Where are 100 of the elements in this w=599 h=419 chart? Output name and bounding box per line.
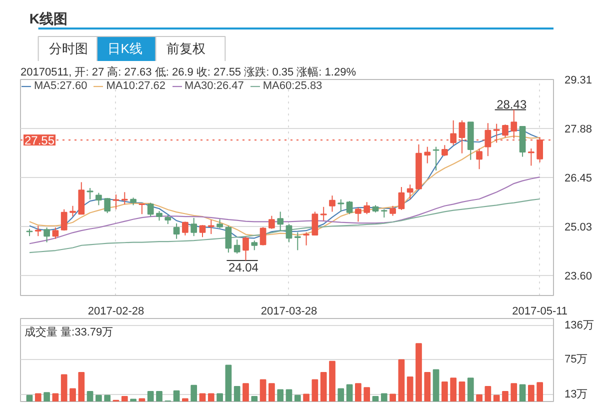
bar <box>242 383 249 402</box>
text: 成交量 量:33.79万 <box>24 326 114 338</box>
candlestick <box>312 211 318 236</box>
candlestick <box>294 232 301 251</box>
bar <box>190 384 198 402</box>
bar <box>251 396 258 402</box>
candlestick <box>225 225 232 254</box>
bar <box>303 394 310 402</box>
candlestick <box>208 219 214 235</box>
legend-label: MA30:26.47 <box>184 80 244 92</box>
bar <box>104 394 111 402</box>
legend-label: MA60:25.83 <box>262 80 322 92</box>
candlestick <box>442 144 448 157</box>
candlestick <box>70 205 76 218</box>
candlestick <box>502 124 508 138</box>
y-tick-label: 13万 <box>564 388 588 400</box>
bar <box>208 393 214 402</box>
candlestick <box>390 205 396 216</box>
candlestick <box>329 195 336 212</box>
candlestick <box>398 186 405 210</box>
bar <box>329 360 336 402</box>
candlestick <box>147 202 154 218</box>
candlestick <box>190 217 198 237</box>
bar <box>458 382 466 402</box>
bar <box>156 390 162 402</box>
ref-line-label: 27.55 <box>24 133 55 148</box>
bar <box>26 394 33 402</box>
bar <box>199 393 206 402</box>
bar <box>355 383 362 402</box>
bar <box>364 387 370 402</box>
candlestick <box>251 240 258 251</box>
chart-subtitle: 20170511, 开: 27 高: 27.63 低: 26.9 收: 27.55 涨跌: 0.35 涨幅: 1.29% <box>20 66 356 78</box>
candlestick <box>277 211 284 232</box>
bar <box>536 382 544 402</box>
bar <box>52 393 59 402</box>
x-tick-label: 2017-03-28 <box>260 306 318 318</box>
legend-label: MA10:27.62 <box>106 80 166 92</box>
bar <box>34 393 42 402</box>
bar <box>519 384 526 402</box>
y-tick-label: 26.45 <box>564 172 592 185</box>
candlestick <box>424 146 431 164</box>
y-tick-label: 136万 <box>564 320 594 332</box>
candlestick <box>96 192 102 206</box>
bar <box>398 359 405 402</box>
bar <box>432 369 440 402</box>
bar <box>442 382 448 402</box>
bar <box>380 393 388 402</box>
candlestick <box>138 203 146 215</box>
candlestick <box>112 194 120 210</box>
candlestick <box>34 225 42 237</box>
bar <box>467 378 474 402</box>
candlestick <box>286 224 292 243</box>
bar <box>96 394 102 402</box>
candlestick <box>156 210 162 222</box>
bar <box>528 384 534 402</box>
candlestick <box>199 224 206 238</box>
candlestick <box>346 200 353 215</box>
text: 日K线 <box>108 41 142 56</box>
y-tick-label: 29.31 <box>564 74 592 86</box>
candlestick <box>320 206 327 222</box>
candlestick <box>173 222 180 240</box>
bar <box>121 396 128 402</box>
candlestick <box>52 227 59 240</box>
candlestick <box>260 226 266 246</box>
chart-title: K线图 <box>29 10 68 26</box>
bar <box>277 389 284 402</box>
line-series <box>28 176 540 244</box>
y-tick-label: 25.03 <box>564 221 592 234</box>
annotation: 24.04 <box>228 260 259 274</box>
bar <box>130 398 136 402</box>
bar <box>70 388 76 402</box>
bar <box>476 394 482 402</box>
x-tick-label: 2017-02-28 <box>88 306 144 318</box>
bar <box>234 386 240 402</box>
bar <box>173 390 180 402</box>
x-tick-label: 2017-05-11 <box>512 306 568 318</box>
candlestick <box>268 215 275 230</box>
text: 分时图 <box>48 41 88 56</box>
bar <box>450 378 457 402</box>
bar <box>338 388 344 402</box>
candlestick <box>355 207 362 222</box>
legend-label: MA5:27.60 <box>34 80 88 92</box>
y-tick-label: 75万 <box>564 354 588 366</box>
bar <box>216 393 223 402</box>
bar <box>86 390 94 402</box>
candlestick <box>406 184 414 200</box>
bar <box>268 383 275 402</box>
bar <box>138 398 146 402</box>
bar <box>44 392 50 402</box>
candlestick <box>121 192 128 205</box>
bar <box>286 389 292 402</box>
bar <box>294 394 301 402</box>
bar <box>60 374 68 402</box>
bar <box>372 396 379 402</box>
bar <box>484 386 492 402</box>
candlestick <box>242 236 249 261</box>
bar <box>390 394 396 402</box>
bar <box>225 364 232 402</box>
bar <box>260 379 266 402</box>
candlestick <box>86 188 94 200</box>
